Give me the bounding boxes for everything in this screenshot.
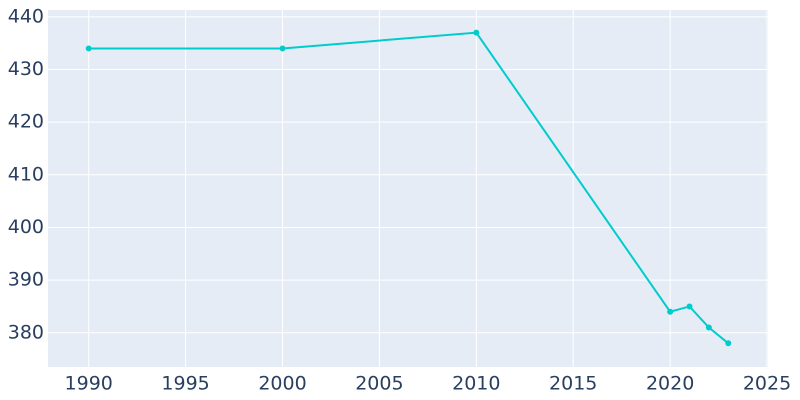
data-point <box>705 324 712 331</box>
x-tick-label: 1990 <box>65 373 113 395</box>
x-tick-label: 2025 <box>743 373 791 395</box>
y-tick-label: 390 <box>8 269 44 291</box>
y-tick-label: 380 <box>8 321 44 343</box>
x-tick-label: 2005 <box>355 373 403 395</box>
x-tick-label: 2020 <box>646 373 694 395</box>
data-point <box>473 29 480 36</box>
y-tick-label: 420 <box>8 111 44 133</box>
data-point <box>279 45 286 52</box>
x-tick-label: 2010 <box>452 373 500 395</box>
data-point <box>85 45 92 52</box>
data-point <box>686 303 693 310</box>
x-tick-label: 1995 <box>161 373 209 395</box>
data-point <box>725 340 732 347</box>
y-tick-label: 410 <box>8 163 44 185</box>
data-point <box>667 308 674 315</box>
y-tick-label: 400 <box>8 216 44 238</box>
x-tick-label: 2000 <box>258 373 306 395</box>
x-tick-label: 2015 <box>549 373 597 395</box>
y-tick-label: 440 <box>8 5 44 27</box>
y-tick-label: 430 <box>8 58 44 80</box>
plot-background <box>48 10 768 367</box>
